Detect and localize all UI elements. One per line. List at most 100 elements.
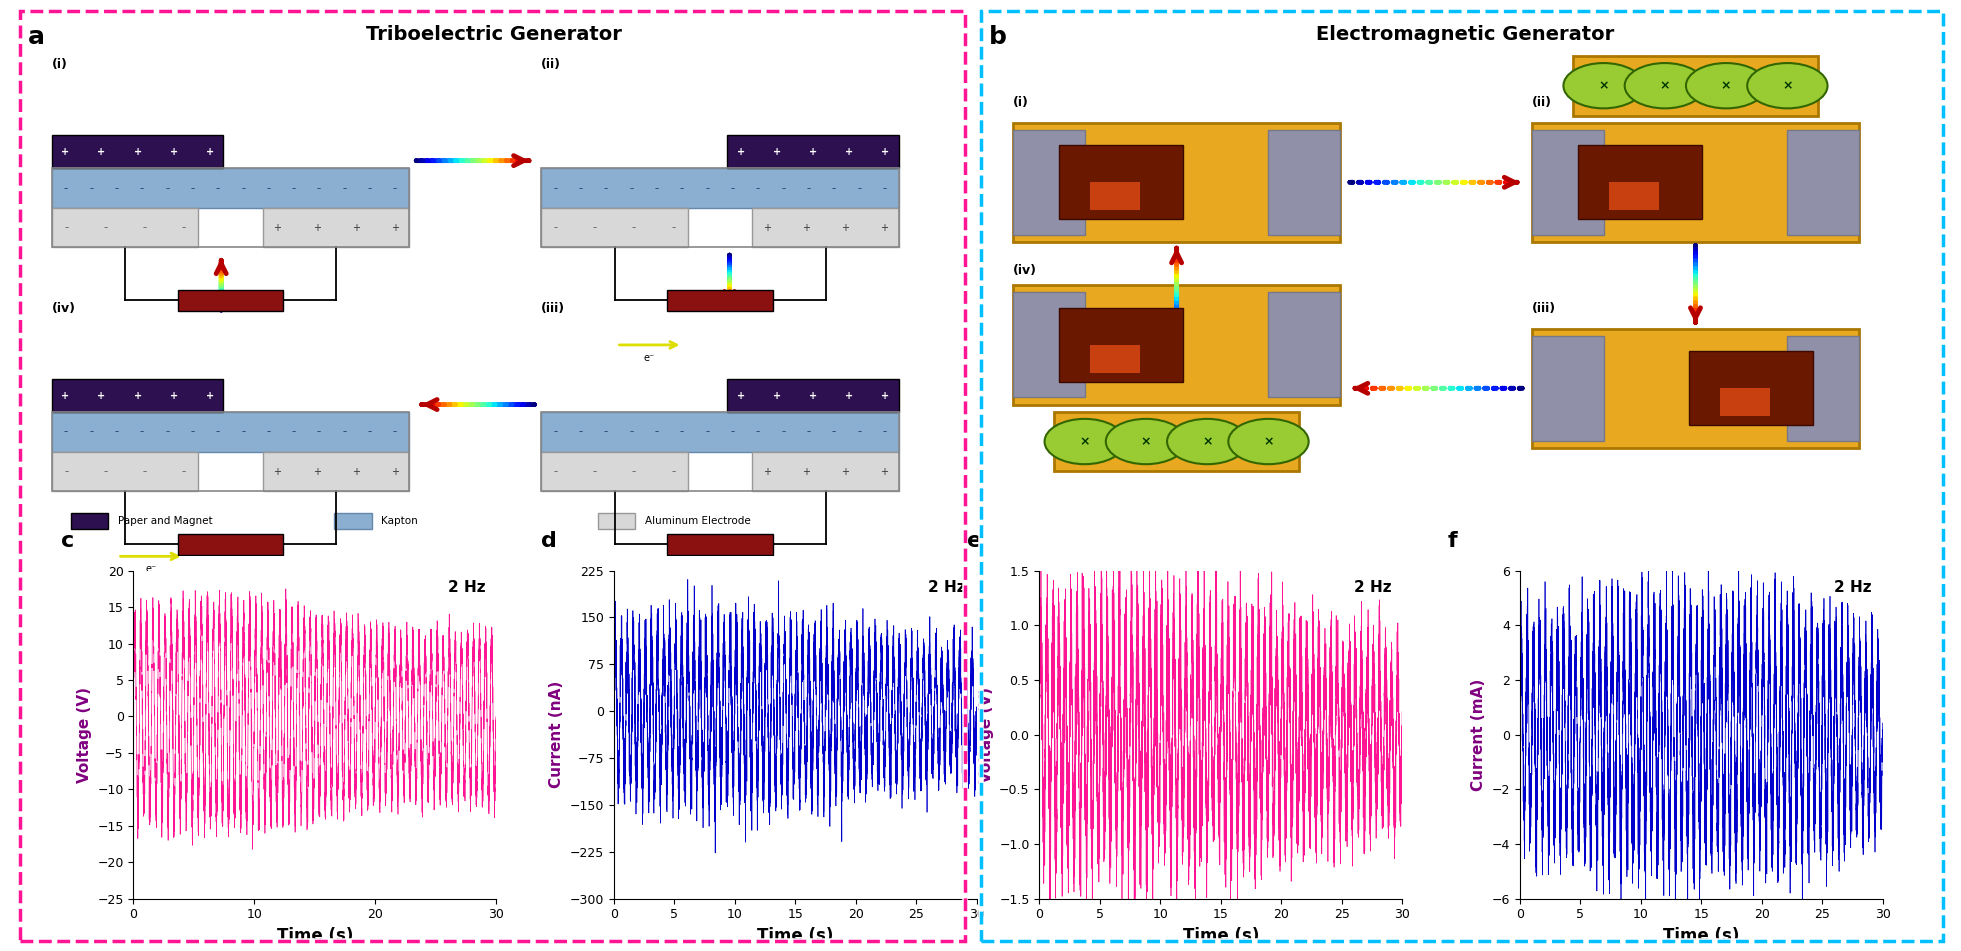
Text: (i): (i) bbox=[51, 58, 67, 71]
Text: –: – bbox=[292, 184, 296, 193]
Text: +: + bbox=[841, 467, 849, 476]
Text: 2 Hz: 2 Hz bbox=[447, 580, 484, 595]
Text: –: – bbox=[114, 184, 120, 193]
Text: e⁻: e⁻ bbox=[643, 353, 655, 363]
Text: –: – bbox=[267, 184, 271, 193]
Text: –: – bbox=[857, 428, 861, 437]
Text: +: + bbox=[845, 146, 853, 157]
Bar bbox=[1608, 183, 1659, 210]
Text: –: – bbox=[292, 428, 296, 437]
X-axis label: Time (s): Time (s) bbox=[757, 927, 833, 945]
Text: e⁻: e⁻ bbox=[145, 565, 157, 574]
Text: –: – bbox=[706, 184, 710, 193]
Text: –: – bbox=[631, 467, 635, 476]
Bar bbox=[1532, 329, 1859, 448]
Text: +: + bbox=[763, 467, 771, 476]
Bar bbox=[541, 413, 898, 452]
Text: –: – bbox=[553, 223, 559, 232]
Bar bbox=[263, 208, 410, 247]
Bar bbox=[1059, 308, 1182, 382]
Text: +: + bbox=[737, 146, 745, 157]
Text: –: – bbox=[65, 428, 69, 437]
Text: +: + bbox=[773, 391, 780, 400]
Text: (ii): (ii) bbox=[541, 58, 561, 71]
Text: +: + bbox=[273, 467, 282, 476]
Bar bbox=[333, 513, 373, 529]
Bar bbox=[51, 208, 198, 247]
Text: +: + bbox=[845, 391, 853, 400]
Bar bbox=[51, 452, 198, 492]
Text: –: – bbox=[216, 428, 220, 437]
Text: +: + bbox=[737, 391, 745, 400]
Text: –: – bbox=[216, 184, 220, 193]
Text: 2 Hz: 2 Hz bbox=[928, 580, 965, 595]
Text: Triboelectric Generator: Triboelectric Generator bbox=[367, 25, 622, 44]
Y-axis label: Current (nA): Current (nA) bbox=[549, 681, 565, 788]
Text: –: – bbox=[104, 223, 108, 232]
Bar bbox=[1055, 412, 1298, 472]
Text: –: – bbox=[392, 428, 398, 437]
Text: –: – bbox=[139, 428, 145, 437]
Text: a: a bbox=[27, 25, 45, 49]
Text: –: – bbox=[182, 467, 186, 476]
Text: ×: × bbox=[1659, 79, 1671, 92]
Bar bbox=[71, 513, 108, 529]
Text: +: + bbox=[133, 391, 141, 400]
Text: +: + bbox=[312, 467, 320, 476]
Y-axis label: Voltage (V): Voltage (V) bbox=[979, 687, 994, 783]
Text: +: + bbox=[390, 223, 398, 233]
Text: +: + bbox=[312, 223, 320, 233]
Text: –: – bbox=[65, 223, 69, 232]
Text: (iii): (iii) bbox=[1532, 302, 1557, 316]
Text: (iii): (iii) bbox=[541, 302, 565, 316]
Circle shape bbox=[1563, 63, 1643, 108]
Text: –: – bbox=[369, 428, 373, 437]
Y-axis label: Current (mA): Current (mA) bbox=[1471, 678, 1486, 791]
Bar bbox=[51, 168, 410, 208]
Text: –: – bbox=[139, 184, 145, 193]
Text: –: – bbox=[706, 428, 710, 437]
Text: –: – bbox=[655, 184, 659, 193]
Text: –: – bbox=[655, 428, 659, 437]
Text: ×: × bbox=[1079, 435, 1090, 448]
Text: +: + bbox=[810, 391, 818, 400]
Text: –: – bbox=[780, 184, 786, 193]
Text: +: + bbox=[802, 223, 810, 233]
Text: –: – bbox=[343, 428, 347, 437]
Bar bbox=[51, 378, 224, 413]
Text: –: – bbox=[65, 184, 69, 193]
Text: –: – bbox=[90, 428, 94, 437]
Text: –: – bbox=[629, 184, 633, 193]
Text: ×: × bbox=[1598, 79, 1608, 92]
Text: +: + bbox=[133, 146, 141, 157]
X-axis label: Time (s): Time (s) bbox=[1182, 927, 1259, 945]
Bar bbox=[263, 452, 410, 492]
Text: –: – bbox=[857, 184, 861, 193]
Text: d: d bbox=[541, 531, 557, 551]
Circle shape bbox=[1045, 418, 1126, 464]
Text: –: – bbox=[190, 428, 194, 437]
Text: +: + bbox=[206, 146, 214, 157]
Text: +: + bbox=[169, 391, 178, 400]
Text: –: – bbox=[882, 428, 886, 437]
Text: +: + bbox=[763, 223, 771, 233]
Bar bbox=[1014, 130, 1084, 235]
Text: (ii): (ii) bbox=[1532, 96, 1551, 109]
Text: +: + bbox=[206, 391, 214, 400]
Bar bbox=[541, 168, 898, 208]
Bar bbox=[51, 413, 410, 492]
Bar bbox=[1269, 130, 1339, 235]
Text: +: + bbox=[880, 223, 888, 233]
Text: –: – bbox=[318, 184, 322, 193]
Text: +: + bbox=[390, 467, 398, 476]
Text: –: – bbox=[755, 184, 761, 193]
Text: –: – bbox=[553, 428, 557, 437]
Text: –: – bbox=[806, 184, 810, 193]
Bar bbox=[1532, 130, 1604, 235]
Bar bbox=[753, 208, 898, 247]
Text: –: – bbox=[318, 428, 322, 437]
Text: b: b bbox=[988, 25, 1008, 49]
Text: Aluminum Electrode: Aluminum Electrode bbox=[645, 516, 751, 526]
Bar bbox=[598, 513, 635, 529]
Text: –: – bbox=[631, 223, 635, 232]
